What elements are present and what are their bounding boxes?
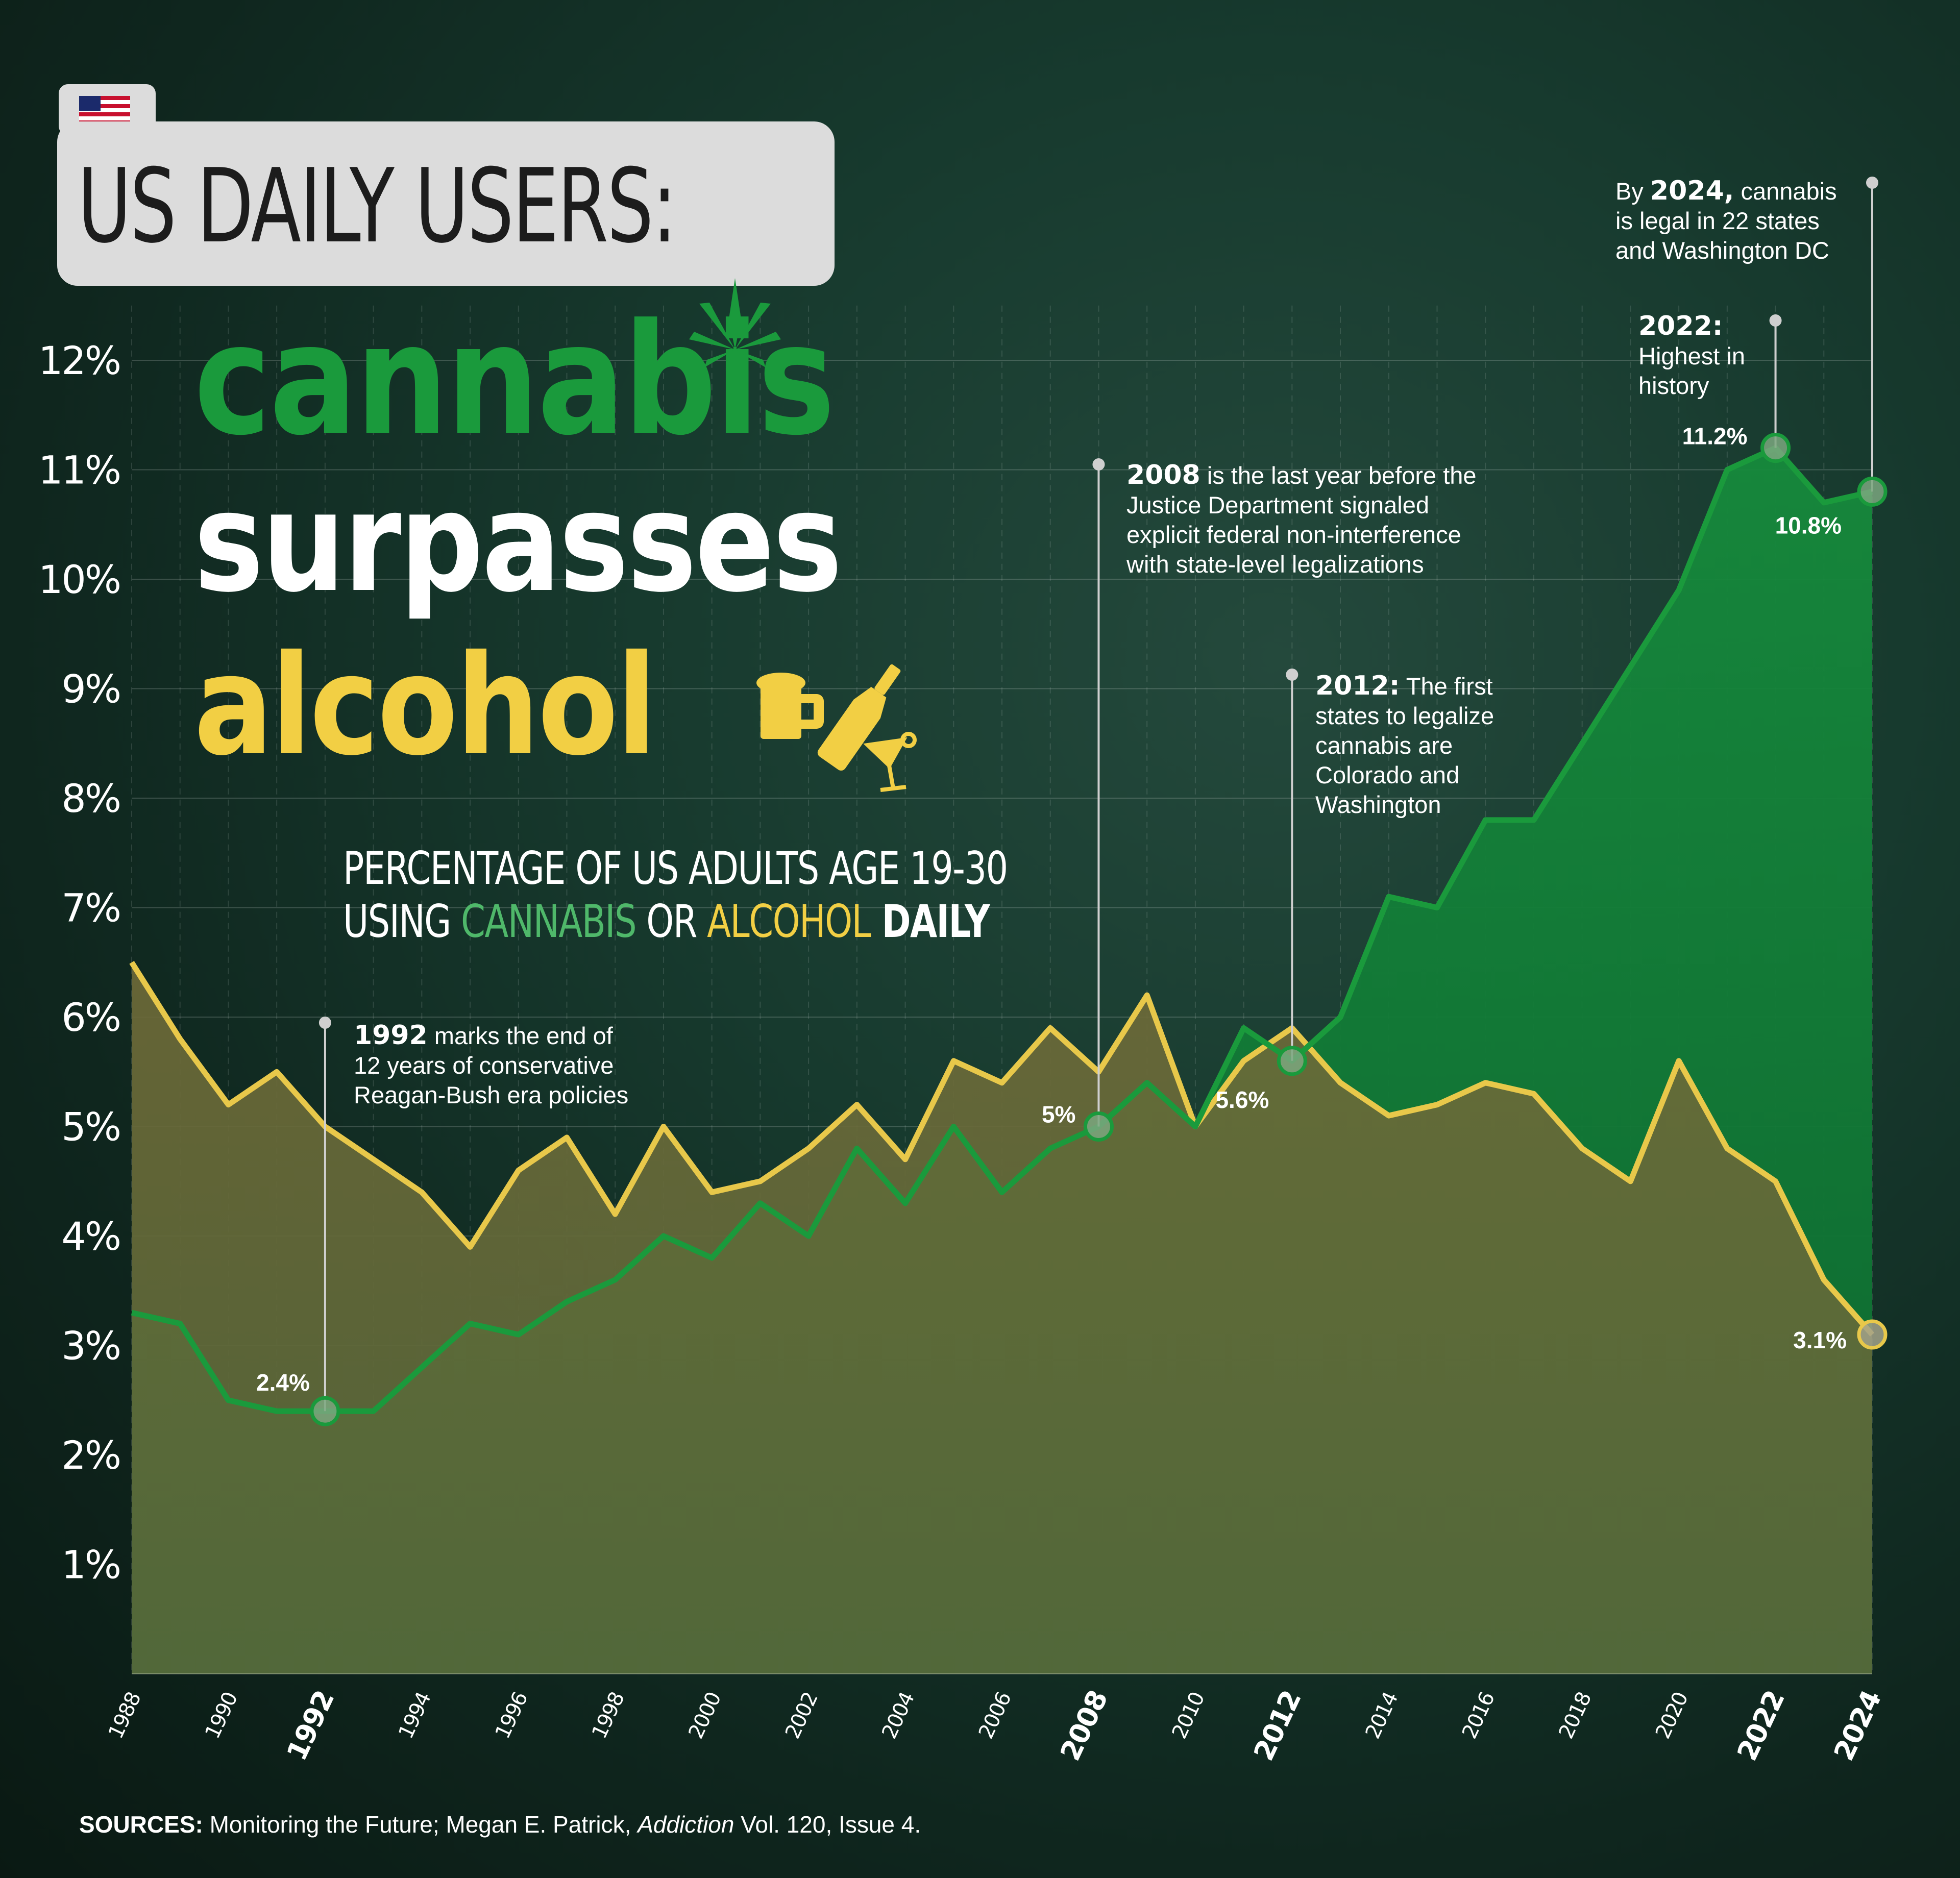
annotation-2024: By 2024, cannabis is legal in 22 states … <box>1615 176 1837 264</box>
legend-alcohol: ALCOHOL <box>707 895 871 948</box>
y-tick-label: 7% <box>61 885 120 931</box>
highlight-point <box>1857 1319 1888 1350</box>
x-tick-label: 1992 <box>280 1686 340 1766</box>
x-tick-label: 2016 <box>1458 1689 1499 1742</box>
annotation-2012: 2012: The first states to legalize canna… <box>1315 671 1494 818</box>
x-tick-label: 2018 <box>1554 1689 1596 1742</box>
series-lines <box>129 445 1875 1414</box>
cocktail-glass-icon <box>863 732 917 792</box>
annotation-2008: 2008 is the last year before the Justice… <box>1126 460 1477 578</box>
highlight-points: 2.4% 5% 5.6% 11.2% 10.8% 3.1% <box>256 423 1888 1426</box>
highlight-point <box>1857 476 1888 507</box>
leader-dot <box>1769 314 1782 327</box>
x-tick-label: 1990 <box>201 1689 242 1742</box>
x-tick-label: 2024 <box>1828 1686 1888 1765</box>
y-tick-label: 10% <box>38 557 120 602</box>
chart-subtitle: PERCENTAGE OF US ADULTS AGE 19-30 USING … <box>343 842 1008 948</box>
y-tick-label: 1% <box>61 1542 120 1588</box>
alcohol-line <box>129 960 1875 1337</box>
y-tick-label: 11% <box>38 448 120 493</box>
subtitle-line2: USING CANNABIS OR ALCOHOL DAILY <box>343 895 990 948</box>
title-us-daily-users: US DAILY USERS: <box>78 147 677 266</box>
y-tick-label: 6% <box>61 995 120 1040</box>
x-tick-label: 2004 <box>877 1689 919 1742</box>
annotation-2022: 2022: Highest in history <box>1638 311 1745 399</box>
point-value-label: 11.2% <box>1682 423 1748 450</box>
drinks-icon <box>756 664 917 792</box>
point-value-label: 5% <box>1042 1101 1075 1128</box>
y-axis-ticks: 1% 2% 3% 4% 5% 6% 7% 8% 9% 10% 11% 12% <box>38 338 121 1588</box>
x-tick-label: 1996 <box>491 1689 532 1742</box>
x-tick-label: 2012 <box>1247 1686 1307 1766</box>
subtitle-line1: PERCENTAGE OF US ADULTS AGE 19-30 <box>343 842 1008 895</box>
y-tick-label: 3% <box>61 1323 120 1369</box>
x-tick-label: 1994 <box>394 1689 436 1742</box>
title-surpasses: surpasses <box>194 462 843 623</box>
annotation-leaders <box>318 177 1878 1412</box>
cannabis-line <box>131 445 1873 1414</box>
y-tick-label: 12% <box>38 338 120 383</box>
x-axis-ticks: 1988 1990 1992 1994 1996 1998 2000 2002 2004 2006… <box>104 1686 1888 1765</box>
leader-dot <box>1866 177 1878 189</box>
y-tick-label: 4% <box>61 1214 120 1259</box>
y-tick-label: 8% <box>61 776 120 821</box>
point-value-label: 10.8% <box>1775 512 1842 538</box>
wine-bottle-icon <box>817 664 901 771</box>
point-value-label: 5.6% <box>1215 1086 1269 1113</box>
title-alcohol: alcohol <box>194 625 657 786</box>
sources-note: SOURCES: Monitoring the Future; Megan E.… <box>79 1811 921 1838</box>
x-tick-label: 2006 <box>974 1689 1016 1742</box>
y-tick-label: 9% <box>61 666 120 712</box>
us-flag-icon <box>79 96 130 124</box>
point-value-label: 2.4% <box>256 1369 310 1396</box>
grid-lines <box>131 305 1873 1674</box>
x-tick-label: 2008 <box>1054 1686 1114 1766</box>
x-tick-label: 1988 <box>104 1689 145 1742</box>
leader-dot <box>1092 458 1105 471</box>
beer-mug-icon <box>756 673 824 739</box>
point-value-label: 3.1% <box>1793 1327 1847 1353</box>
x-tick-label: 2020 <box>1651 1689 1693 1742</box>
x-tick-label: 2022 <box>1731 1686 1791 1766</box>
y-tick-label: 2% <box>61 1432 120 1478</box>
x-tick-label: 1998 <box>587 1689 629 1742</box>
title-box: US DAILY USERS: <box>57 121 835 286</box>
highlight-point <box>1760 433 1791 463</box>
leader-dot <box>1286 669 1298 681</box>
title-cannabis: cannabis <box>194 291 835 469</box>
highlight-point <box>1277 1046 1307 1076</box>
x-tick-label: 2010 <box>1168 1689 1209 1742</box>
highlight-point <box>1083 1111 1114 1142</box>
x-tick-label: 2014 <box>1361 1689 1403 1742</box>
annotation-1992: 1992 marks the end of 12 years of conser… <box>354 1020 629 1108</box>
cannabis-leaf-icon <box>689 278 781 378</box>
leader-dot <box>318 1017 331 1029</box>
y-tick-label: 5% <box>61 1104 120 1150</box>
legend-cannabis: CANNABIS <box>461 895 637 948</box>
highlight-point <box>310 1396 340 1426</box>
x-tick-label: 2000 <box>684 1689 725 1742</box>
x-tick-label: 2002 <box>781 1689 822 1742</box>
